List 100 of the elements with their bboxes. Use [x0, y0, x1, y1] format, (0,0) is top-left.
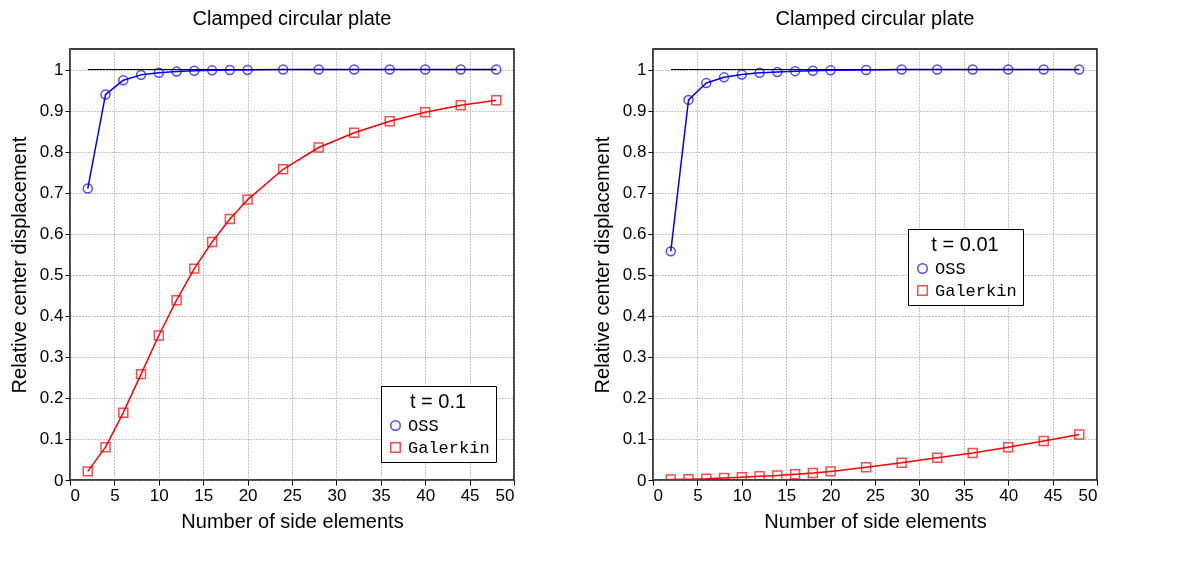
point: [242, 64, 253, 76]
point: [277, 164, 289, 175]
point: [348, 127, 360, 138]
x-tick-label: 25: [283, 485, 302, 505]
y-tick-label: 0: [637, 470, 647, 490]
y-tick-label: 0.4: [622, 306, 647, 326]
point: [860, 64, 872, 76]
point: [118, 74, 129, 86]
point: [807, 65, 819, 76]
point: [491, 64, 502, 75]
point: [100, 441, 111, 453]
x-tick-label: 0: [70, 485, 80, 505]
point: [82, 466, 93, 477]
x-tick-label: 50: [495, 485, 515, 505]
point: [772, 470, 783, 480]
x-tick-label: 0: [653, 485, 663, 505]
y-tick-label: 0.5: [39, 265, 64, 285]
x-tick-label: 40: [999, 485, 1019, 505]
point: [896, 457, 907, 468]
point: [189, 65, 200, 76]
chart-title: Clamped circular plate: [192, 7, 392, 29]
y-tick-label: 0.6: [622, 224, 647, 244]
point: [736, 69, 748, 80]
point: [455, 64, 466, 75]
point: [419, 64, 431, 75]
legend-title: t = 0.01: [931, 233, 999, 255]
chart-title: Clamped circular plate: [775, 7, 975, 29]
y-tick-label: 0.5: [622, 265, 647, 285]
point: [206, 236, 218, 248]
point: [313, 142, 324, 153]
point: [384, 64, 395, 75]
y-tick-label: 0.8: [39, 142, 64, 162]
x-tick-label: 45: [1043, 485, 1063, 505]
point: [931, 64, 943, 75]
point: [135, 368, 147, 380]
point: [825, 65, 836, 76]
x-tick-label: 5: [693, 485, 703, 505]
point: [789, 469, 801, 480]
x-tick-label: 5: [110, 485, 120, 505]
point: [491, 95, 502, 106]
point: [683, 94, 694, 106]
point: [860, 462, 872, 473]
x-tick-label: 30: [910, 485, 930, 505]
y-tick-label: 1: [637, 60, 647, 80]
point: [1074, 429, 1085, 440]
y-tick-label: 0.7: [622, 183, 647, 203]
point: [224, 213, 236, 225]
y-tick-label: 0.1: [39, 429, 64, 449]
y-tick-label: 1: [54, 60, 64, 80]
y-tick-label: 0.4: [39, 306, 64, 326]
point: [718, 72, 730, 83]
point: [313, 64, 324, 75]
x-tick-label: 45: [460, 485, 480, 505]
x-tick-label: 35: [954, 485, 974, 505]
x-axis-title: Number of side elements: [181, 509, 404, 532]
y-tick-label: 0.2: [39, 388, 64, 408]
point: [82, 183, 93, 194]
y-tick-label: 0.9: [39, 101, 64, 121]
point: [153, 67, 165, 79]
point: [419, 106, 431, 118]
y-tick-label: 0.8: [622, 142, 647, 162]
point: [1002, 64, 1014, 75]
point: [665, 246, 676, 257]
point: [455, 100, 466, 111]
x-tick-label: 15: [777, 485, 797, 505]
x-tick-label: 50: [1078, 485, 1098, 505]
point: [189, 263, 200, 274]
legend-label: OSS: [935, 259, 966, 279]
point: [825, 466, 836, 477]
x-tick-label: 15: [194, 485, 214, 505]
y-tick-label: 0.7: [39, 183, 64, 203]
point: [1002, 441, 1014, 453]
y-tick-label: 0.6: [39, 224, 64, 244]
point: [772, 66, 783, 78]
x-tick-label: 30: [327, 485, 347, 505]
y-tick-label: 0: [54, 470, 64, 490]
point: [171, 66, 182, 77]
point: [153, 330, 165, 341]
legend-title: t = 0.1: [409, 390, 467, 412]
point: [1038, 435, 1049, 447]
point: [1074, 64, 1085, 75]
point: [206, 65, 218, 76]
point: [807, 467, 819, 479]
y-tick-label: 0.3: [622, 347, 647, 367]
x-tick-label: 20: [821, 485, 841, 505]
point: [789, 65, 801, 77]
y-axis-title: Relative center displacement: [590, 136, 613, 394]
point: [754, 67, 765, 79]
point: [967, 64, 978, 75]
x-tick-label: 35: [371, 485, 391, 505]
y-axis-title: Relative center displacement: [7, 136, 30, 394]
point: [171, 294, 182, 306]
point: [100, 89, 111, 100]
point: [931, 452, 943, 464]
point: [736, 471, 748, 480]
x-tick-label: 10: [732, 485, 752, 505]
point: [967, 447, 978, 459]
y-tick-label: 0.2: [622, 388, 647, 408]
legend-label: Galerkin: [935, 281, 1017, 301]
point: [384, 116, 395, 127]
